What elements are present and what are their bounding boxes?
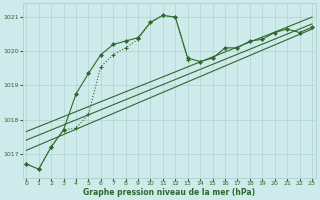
- X-axis label: Graphe pression niveau de la mer (hPa): Graphe pression niveau de la mer (hPa): [83, 188, 255, 197]
